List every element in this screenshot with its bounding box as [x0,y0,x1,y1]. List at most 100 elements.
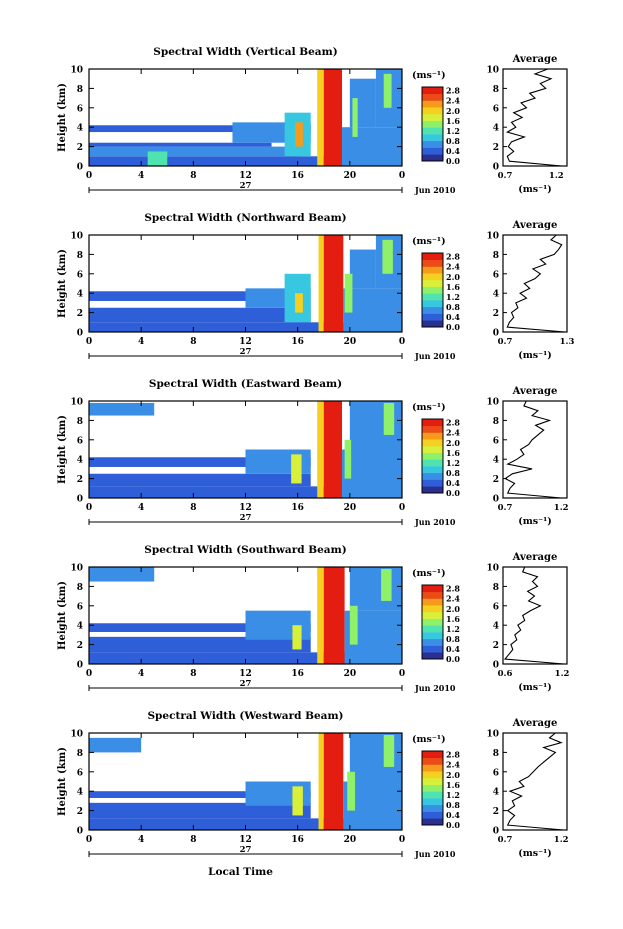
heatmap-cells [89,733,402,830]
y-tick-label: 6 [77,602,83,612]
colorbar-unit-label: (ms⁻¹) [412,734,446,745]
colorbar-tick-label: 0.8 [446,800,460,810]
x-tick-label: 0 [86,503,92,513]
average-y-tick-label: 10 [486,66,499,76]
colorbar-swatch [422,784,443,792]
x-tick-label: 20 [344,669,357,679]
colorbar [422,585,443,660]
colorbar-tick-label: 2.0 [446,438,460,448]
heatmap-cell [383,73,392,108]
x-tick-label: 8 [190,835,196,845]
colorbar-tick-label: 0.4 [446,810,460,820]
heatmap-cell [342,127,402,166]
colorbar-frame [421,584,444,660]
panel-2: Spectral Width (Northward Beam)0246810He… [57,212,574,361]
colorbar-tick-label: 2.8 [446,252,460,262]
heatmap-cell [89,125,311,133]
colorbar-swatch [422,472,443,480]
average-y-tick-label: 10 [486,398,499,408]
average-y-tick-label: 0 [493,163,499,173]
colorbar-swatch [422,100,443,108]
heatmap-cells [89,401,402,498]
heatmap-cell [89,567,155,582]
heatmap-cell [89,802,311,819]
average-y-tick-label: 2 [493,143,499,153]
colorbar-swatch [422,632,443,640]
heatmap-cell [382,239,393,274]
y-tick-label: 4 [77,622,83,632]
heatmap-cell [89,307,311,323]
y-tick-label: 0 [77,495,83,505]
average-y-tick-label: 2 [493,309,499,319]
average-y-tick-label: 6 [493,270,499,280]
colorbar-swatch [422,486,443,494]
average-profile-line [505,68,562,167]
colorbar-swatch [422,113,443,121]
colorbar-tick-label: 2.4 [446,428,460,438]
x-tick-label: 4 [138,835,144,845]
x-tick-label: 4 [138,337,144,347]
average-y-tick-label: 8 [493,417,499,427]
y-tick-label: 2 [77,641,83,651]
average-y-tick-label: 8 [493,251,499,261]
colorbar-tick-label: 1.2 [446,126,460,136]
average-profile-panel: Average 0 2 4 6 8 10 0.7 1.2(ms⁻¹) [486,386,568,527]
y-tick-label: 6 [77,436,83,446]
average-x-tick-label: 0.6 [498,669,513,679]
average-y-tick-label: 2 [493,641,499,651]
date-day-label: 27 [240,181,252,191]
heatmap-cell [295,122,303,147]
y-tick-label: 10 [70,66,83,76]
heatmap-cell [89,486,402,498]
heatmap-cell [352,98,358,137]
y-tick-label: 10 [70,730,83,740]
colorbar-tick-label: 0.0 [446,156,460,166]
y-axis-label: Height (km) [57,249,68,318]
heatmap-cell [89,402,155,416]
heatmap-cell [323,401,343,498]
heatmap-cell [383,402,395,435]
colorbar-tick-label: 2.0 [446,770,460,780]
heatmap-cell [323,69,343,166]
colorbar-tick-label: 0.0 [446,322,460,332]
colorbar-tick-label: 2.8 [446,418,460,428]
y-tick-label: 10 [70,398,83,408]
colorbar [422,751,443,826]
colorbar-swatch [422,585,443,593]
heatmap-cell [295,293,303,313]
colorbar-swatch [422,253,443,261]
average-y-tick-label: 0 [493,827,499,837]
colorbar-tick-label: 2.4 [446,594,460,604]
colorbar-tick-label: 0.0 [446,654,460,664]
average-title: Average [512,552,558,563]
average-x-label: (ms⁻¹) [518,184,552,195]
average-x-tick-label: 0.7 [498,503,513,513]
colorbar-swatch [422,605,443,613]
average-y-tick-label: 0 [493,495,499,505]
average-profile-panel: Average 0 2 4 6 8 10 0.7 1.3 (ms⁻¹) [486,220,574,361]
heatmap-cell [317,69,324,166]
colorbar-tick-label: 0.4 [446,478,460,488]
y-tick-label: 4 [77,456,83,466]
average-title: Average [512,386,558,397]
average-x-label: (ms⁻¹) [518,516,552,527]
x-tick-label: 12 [239,171,252,181]
heatmap-cell [89,636,311,653]
x-tick-label: 12 [239,669,252,679]
colorbar-swatch [422,419,443,427]
x-tick-label: 20 [344,835,357,845]
colorbar-tick-label: 0.8 [446,634,460,644]
x-tick-label: 20 [344,171,357,181]
colorbar-swatch [422,320,443,328]
y-tick-label: 4 [77,124,83,134]
x-tick-label: 12 [239,337,252,347]
colorbar-tick-label: 1.2 [446,292,460,302]
panel-title: Spectral Width (Eastward Beam) [149,378,342,390]
average-profile-line [506,234,565,333]
colorbar-swatch [422,638,443,646]
heatmap-cell [89,652,402,664]
average-x-tick-label: 0.7 [498,337,513,347]
average-y-tick-label: 6 [493,104,499,114]
colorbar-tick-label: 0.0 [446,488,460,498]
x-tick-label: 8 [190,503,196,513]
